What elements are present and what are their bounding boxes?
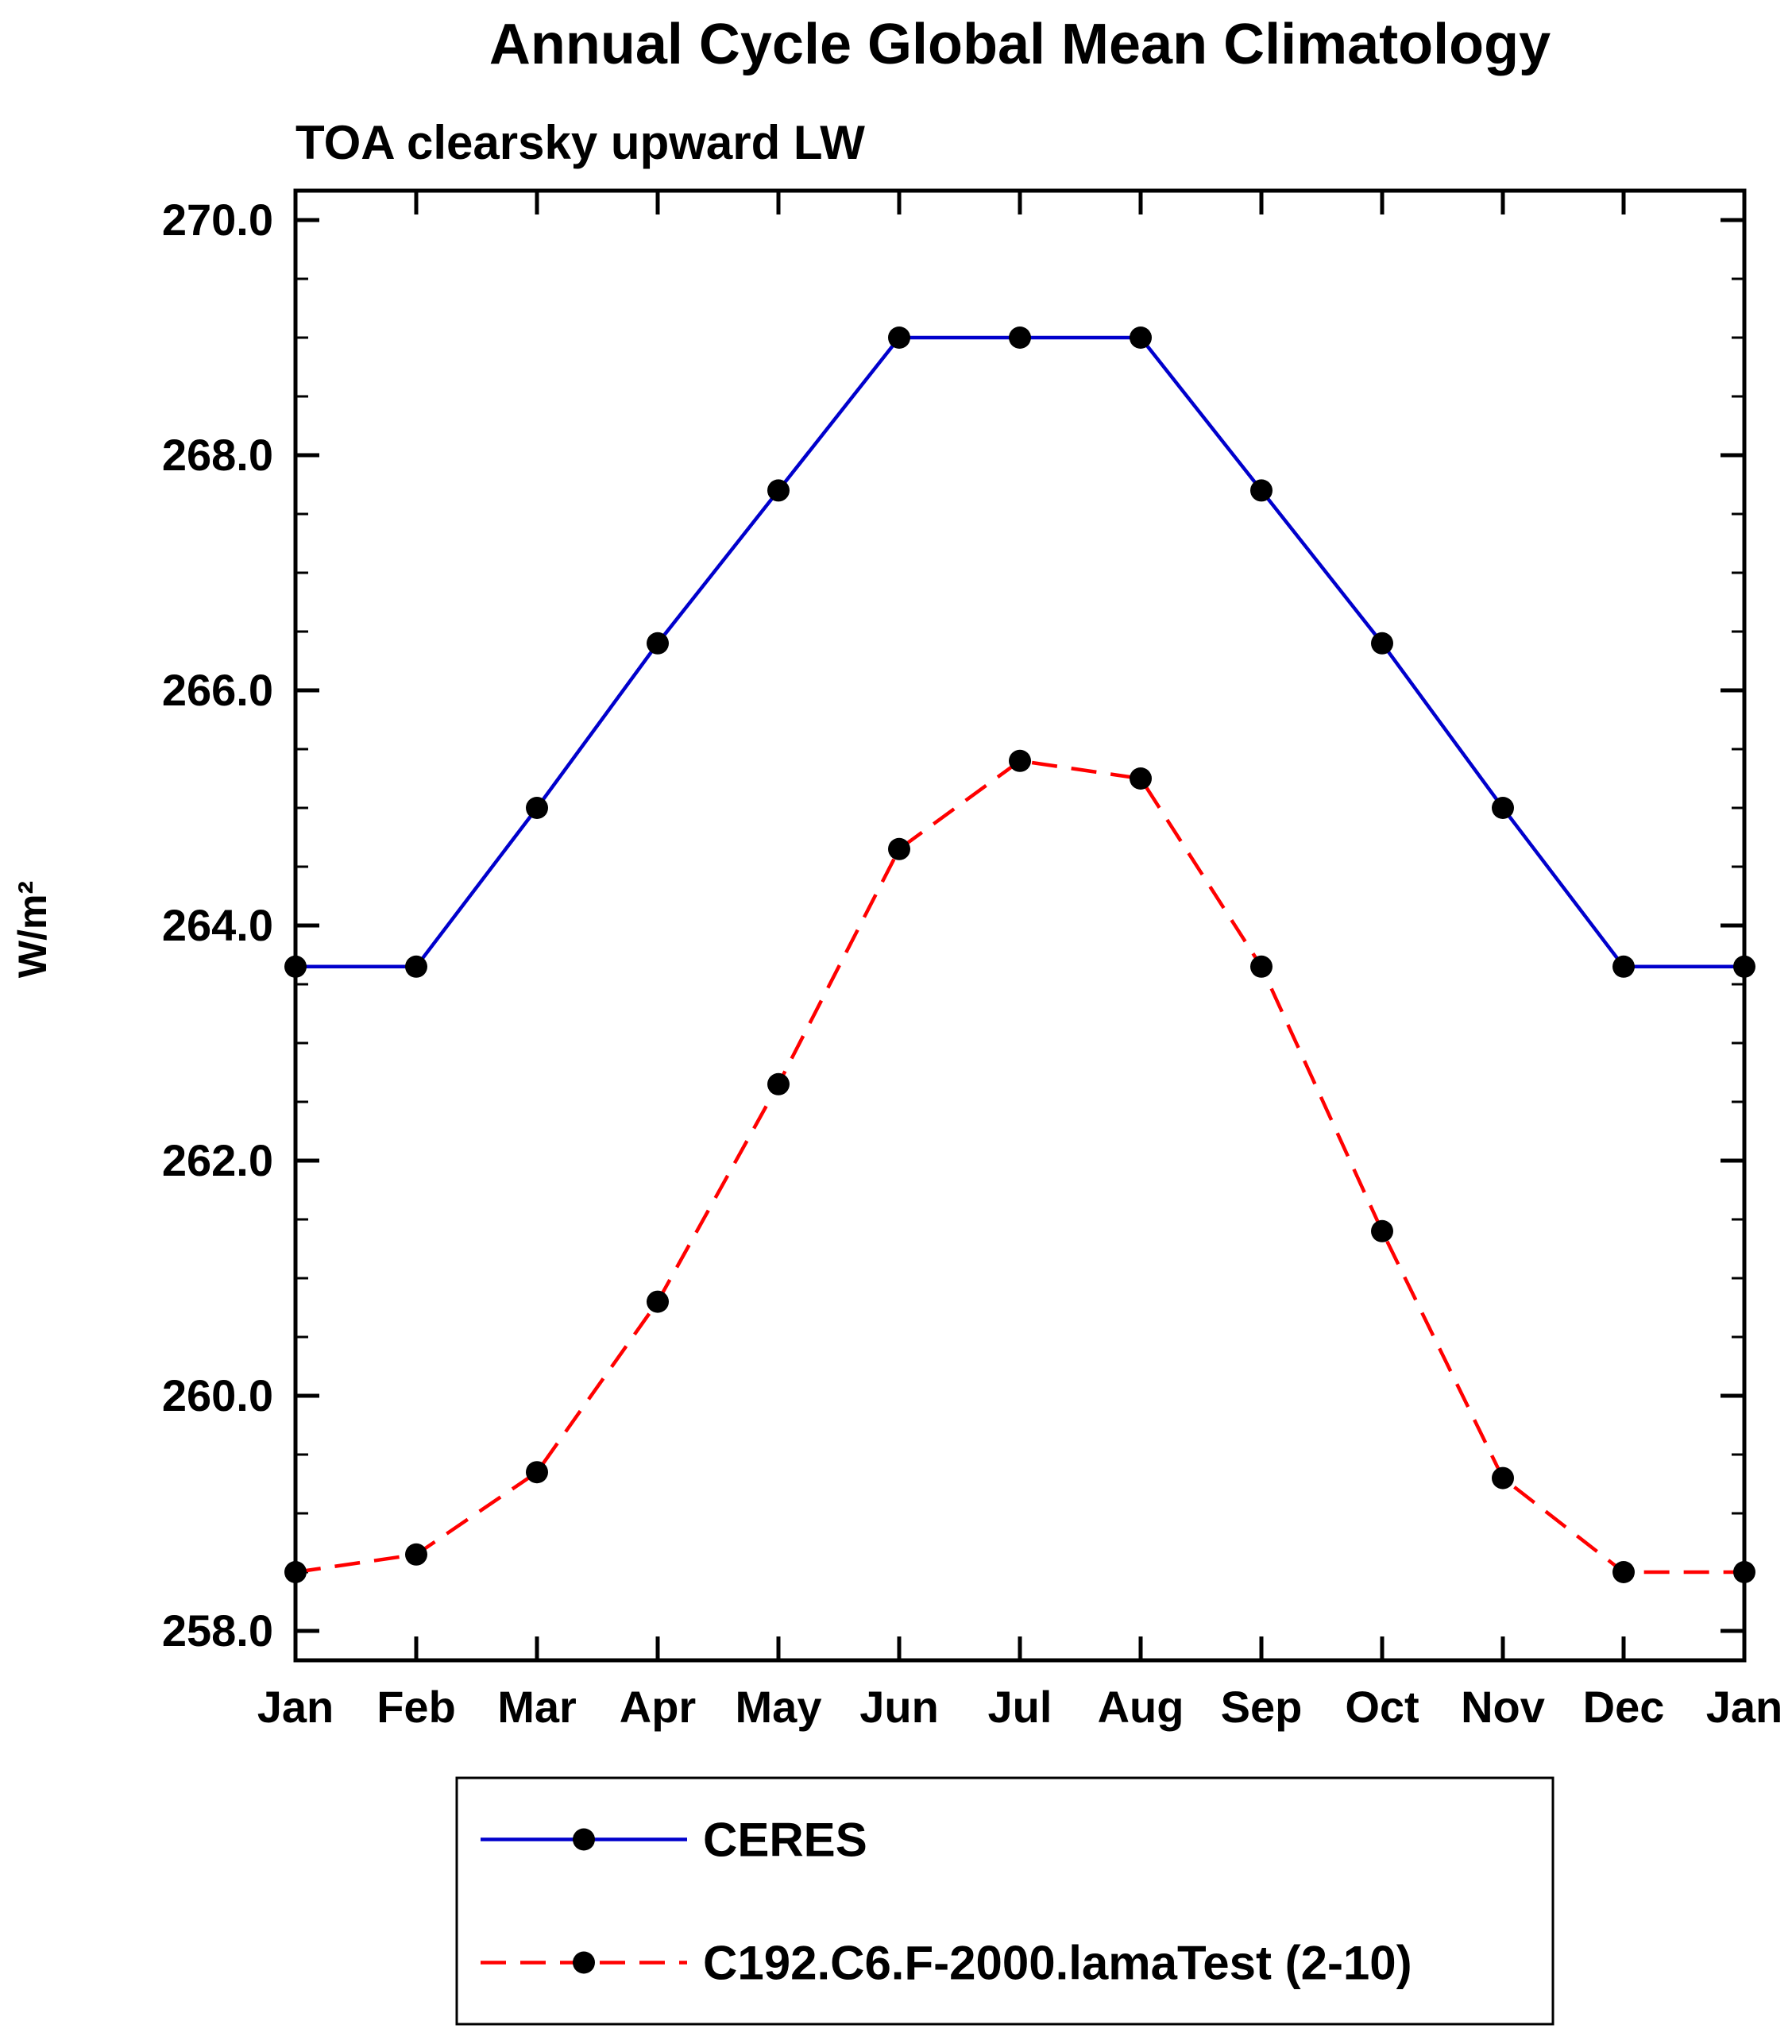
- data-point-marker: [1009, 326, 1031, 349]
- y-tick-label: 264.0: [162, 900, 273, 950]
- data-point-marker: [647, 632, 669, 655]
- series-line-model: [295, 759, 1744, 1575]
- data-point-marker: [1492, 797, 1514, 819]
- data-point-marker: [647, 1290, 669, 1313]
- data-point-marker: [1733, 955, 1755, 978]
- data-point-marker: [1371, 1219, 1393, 1242]
- data-point-marker: [888, 837, 910, 860]
- y-tick-label: 268.0: [162, 430, 273, 480]
- data-point-marker: [1130, 326, 1152, 349]
- legend-marker: [573, 1828, 595, 1851]
- y-tick-label: 260.0: [162, 1370, 273, 1420]
- x-tick-label: Apr: [620, 1682, 696, 1732]
- x-tick-label: Jun: [859, 1682, 939, 1732]
- legend-marker: [573, 1951, 595, 1974]
- y-tick-label: 270.0: [162, 195, 273, 245]
- data-point-marker: [1371, 632, 1393, 655]
- x-tick-label: Jan: [257, 1682, 334, 1732]
- x-tick-label: Jul: [988, 1682, 1052, 1732]
- x-tick-label: Aug: [1098, 1682, 1184, 1732]
- x-tick-label: Nov: [1461, 1682, 1545, 1732]
- data-point-marker: [1612, 955, 1635, 978]
- chart-title: Annual Cycle Global Mean Climatology: [489, 13, 1551, 76]
- x-tick-label: Sep: [1221, 1682, 1303, 1732]
- data-point-marker: [1009, 749, 1031, 772]
- data-point-marker: [284, 955, 307, 978]
- x-tick-label: Jan: [1706, 1682, 1783, 1732]
- y-axis-label: W/m²: [10, 881, 55, 978]
- data-point-marker: [888, 326, 910, 349]
- y-tick-label: 262.0: [162, 1135, 273, 1185]
- data-point-marker: [1250, 955, 1273, 978]
- legend: CERES C192.C6.F-2000.lamaTest (2-10): [455, 1776, 1554, 2026]
- data-point-marker: [1250, 479, 1273, 502]
- data-point-marker: [405, 1543, 427, 1566]
- chart-subtitle: TOA clearsky upward LW: [295, 116, 865, 169]
- data-point-marker: [526, 1461, 548, 1484]
- data-point-marker: [1733, 1561, 1755, 1583]
- legend-entry-label: CERES: [703, 1814, 867, 1867]
- data-point-marker: [1130, 767, 1152, 790]
- legend-entry-label: C192.C6.F-2000.lamaTest (2-10): [703, 1937, 1412, 1990]
- x-tick-label: Feb: [377, 1682, 456, 1732]
- x-tick-label: May: [736, 1682, 822, 1732]
- data-point-marker: [767, 1072, 790, 1095]
- y-tick-label: 258.0: [162, 1605, 273, 1656]
- legend-box: [455, 1776, 1554, 2026]
- plot-area: 258.0 260.0 262.0 264.0 266.0 268.0 270.0 Jan Fe…: [162, 188, 1783, 1732]
- data-point-marker: [526, 797, 548, 819]
- x-tick-label: Dec: [1583, 1682, 1665, 1732]
- y-tick-label: 266.0: [162, 665, 273, 715]
- x-tick-label: Oct: [1345, 1682, 1419, 1732]
- plot-frame: [293, 188, 1747, 1663]
- x-tick-label: Mar: [497, 1682, 577, 1732]
- data-point-marker: [284, 1561, 307, 1583]
- data-point-marker: [405, 955, 427, 978]
- data-point-marker: [1612, 1561, 1635, 1583]
- series-line-ceres: [295, 335, 1744, 969]
- data-point-marker: [767, 479, 790, 502]
- data-point-marker: [1492, 1466, 1514, 1490]
